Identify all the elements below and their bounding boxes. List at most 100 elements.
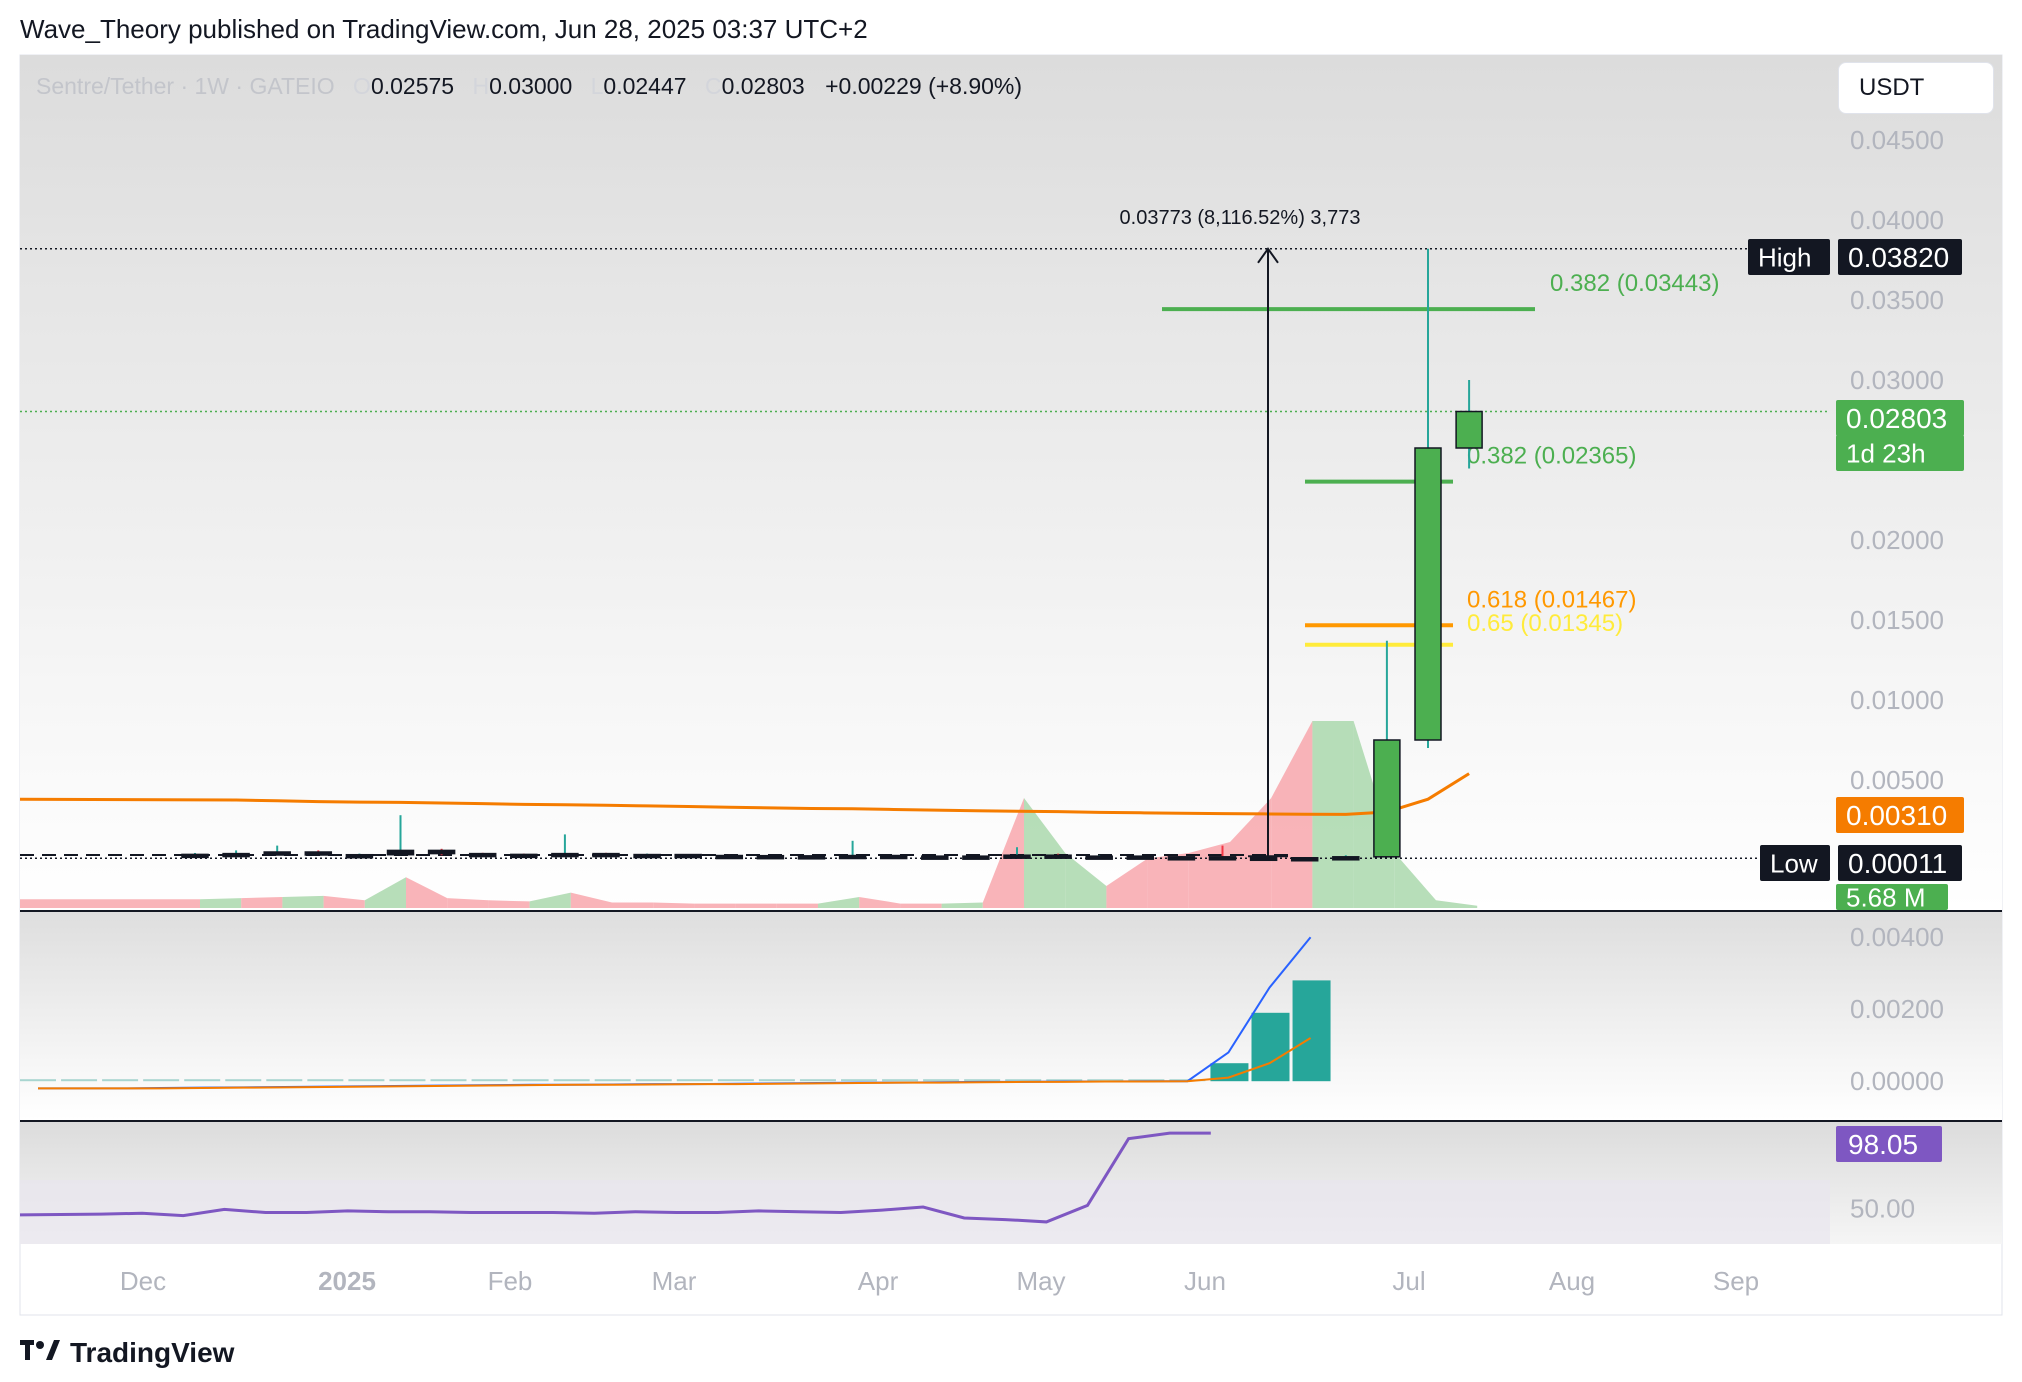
- volume-area-segment: [1065, 853, 1107, 908]
- measure-label: 0.03773 (8,116.52%) 3,773: [1120, 207, 1361, 229]
- volume-area-segment: [1394, 853, 1436, 908]
- measure-tool: 0.03773 (8,116.52%) 3,773: [1120, 207, 1361, 859]
- time-tick-label: Aug: [1549, 1266, 1595, 1296]
- footer-brand[interactable]: TradingView: [20, 1333, 234, 1373]
- candle-body: [879, 854, 908, 860]
- candle-body: [1414, 447, 1442, 741]
- moving-average-layer: [19, 772, 1470, 816]
- volume-area-segment: [859, 897, 901, 908]
- volume-area-segment: [488, 900, 530, 908]
- ma-value-badge: 0.00310: [1846, 800, 1947, 831]
- macd-histogram-bar: [717, 1079, 754, 1082]
- macd-histogram-bar: [102, 1079, 139, 1082]
- candle-body: [551, 852, 579, 858]
- time-tick-label: Mar: [652, 1266, 697, 1296]
- footer-brand-text: TradingView: [70, 1337, 235, 1368]
- last-price-badge-background: [1836, 400, 1964, 436]
- candle-body: [633, 853, 661, 859]
- candle-body: [592, 852, 620, 858]
- candle-body: [1332, 856, 1360, 861]
- macd-histogram-bar: [389, 1079, 426, 1082]
- time-tick-label: Jun: [1184, 1266, 1226, 1296]
- candle-body: [1085, 855, 1113, 860]
- fib-level-label: 0.382 (0.03443): [1550, 270, 1719, 297]
- volume-area-segment: [776, 903, 818, 908]
- rsi-line: [19, 1131, 1211, 1224]
- volume-area-segment: [1147, 853, 1189, 908]
- time-tick-label: Jul: [1392, 1266, 1425, 1296]
- time-tick-label: Apr: [858, 1266, 899, 1296]
- moving-average-line: [19, 772, 1470, 816]
- legend-close-value: 0.02803: [722, 73, 805, 99]
- macd-histogram-bar: [471, 1079, 508, 1082]
- macd-histogram-bar: [1292, 980, 1331, 1082]
- price-tick-label: 0.01500: [1850, 605, 1944, 635]
- legend-change: +0.00229 (+8.90%): [825, 73, 1022, 99]
- macd-histogram-bar: [225, 1079, 262, 1082]
- macd-tick-label: 0.00400: [1850, 922, 1944, 952]
- macd-histogram-bar: [1005, 1079, 1042, 1082]
- measure-arrow-head: [1257, 247, 1279, 264]
- countdown-badge: 1d 23h: [1846, 438, 1926, 468]
- volume-area-segment: [1436, 900, 1478, 908]
- candle-body: [386, 849, 415, 856]
- candle-body: [1126, 855, 1155, 860]
- candles-layer: [181, 248, 1483, 862]
- currency-selector-button[interactable]: USDT: [1838, 62, 1994, 114]
- time-axis: Dec 2025 Feb Mar Apr May Jun Jul Aug Sep: [120, 1266, 1759, 1296]
- high-badge-label: High: [1758, 242, 1811, 272]
- candle-body: [304, 851, 333, 856]
- legend-low-label: L: [591, 73, 604, 99]
- fib-level-label: 0.65 (0.01345): [1467, 610, 1623, 637]
- candle-body: [510, 853, 538, 859]
- legend-open-label: O: [353, 73, 371, 99]
- rsi-value-badge: 98.05: [1848, 1129, 1918, 1160]
- legend-high-label: H: [472, 73, 489, 99]
- volume-area-segment: [20, 899, 200, 908]
- time-tick-label: 2025: [318, 1266, 376, 1296]
- price-tick-label: 0.00500: [1850, 765, 1944, 795]
- svg-text:Sentre/Tether · 1W · GATEIO: Sentre/Tether · 1W · GATEIO O0.02575 H0.…: [36, 73, 1022, 99]
- macd-histogram-bar: [348, 1079, 385, 1082]
- main-pane-background: [20, 55, 2002, 910]
- candle-body: [797, 855, 826, 860]
- time-tick-label: May: [1016, 1266, 1065, 1296]
- candle-body: [222, 852, 250, 858]
- macd-histogram-bar: [799, 1079, 836, 1082]
- low-badge-value-background: [1838, 845, 1962, 881]
- macd-histogram-bar: [841, 1079, 877, 1082]
- volume-area-segment: [406, 877, 448, 908]
- volume-area-segment: [241, 897, 283, 908]
- price-tick-label: 0.03000: [1850, 365, 1944, 395]
- macd-histogram-bar: [594, 1079, 631, 1082]
- candle-body: [1290, 857, 1319, 862]
- high-badge-label-background: [1748, 239, 1830, 275]
- price-tick-label: 0.04500: [1850, 125, 1944, 155]
- low-badge-value: 0.00011: [1848, 848, 1947, 879]
- legend-high-value: 0.03000: [489, 73, 572, 99]
- macd-histogram-bar: [1087, 1079, 1124, 1082]
- volume-area-segment: [1024, 798, 1066, 908]
- legend-low-value: 0.02447: [603, 73, 686, 99]
- volume-area-segment: [529, 892, 571, 908]
- legend-symbol: Sentre/Tether · 1W · GATEIO: [36, 73, 335, 99]
- volume-area-segment: [323, 895, 365, 908]
- price-tick-label: 0.01000: [1850, 685, 1944, 715]
- candle-body: [1003, 854, 1031, 859]
- low-badge-label-background: [1760, 845, 1830, 881]
- macd-histogram-bar: [143, 1079, 180, 1082]
- fib-level-label: 0.382 (0.02365): [1467, 443, 1636, 470]
- published-caption: Wave_Theory published on TradingView.com…: [20, 14, 868, 44]
- candle-body: [427, 849, 456, 855]
- low-badge-label: Low: [1770, 848, 1818, 878]
- volume-area-segment: [941, 902, 983, 908]
- candle-body: [181, 853, 209, 859]
- high-badge-value-background: [1838, 239, 1962, 275]
- macd-histogram-bar: [266, 1079, 303, 1082]
- macd-histogram-bar: [61, 1079, 98, 1082]
- macd-histogram-bar: [676, 1079, 713, 1082]
- last-price-badge: 0.02803: [1846, 403, 1947, 434]
- volume-area-segment: [1230, 798, 1272, 908]
- volume-area-segment: [364, 877, 406, 908]
